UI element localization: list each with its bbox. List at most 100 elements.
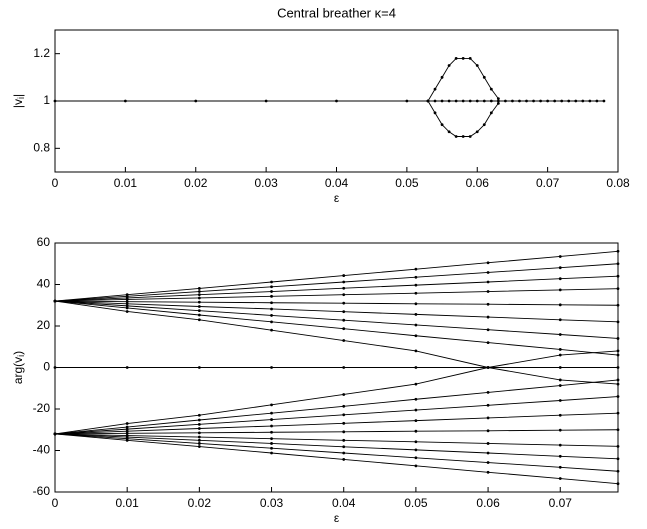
data-point bbox=[461, 57, 465, 60]
data-point bbox=[454, 99, 458, 103]
data-point bbox=[616, 353, 620, 357]
data-point bbox=[270, 294, 273, 298]
data-point bbox=[414, 302, 418, 306]
data-point bbox=[486, 261, 490, 265]
data-point bbox=[125, 366, 129, 369]
data-point bbox=[270, 314, 273, 317]
data-point bbox=[532, 99, 535, 103]
data-point bbox=[602, 99, 606, 103]
data-point bbox=[486, 416, 490, 420]
data-point bbox=[342, 438, 346, 442]
data-point bbox=[342, 339, 346, 342]
data-point bbox=[486, 366, 490, 369]
data-point bbox=[433, 99, 437, 103]
data-point bbox=[616, 262, 620, 266]
data-point bbox=[197, 309, 201, 313]
data-point bbox=[414, 456, 418, 460]
series-line bbox=[427, 57, 499, 102]
data-point bbox=[342, 301, 346, 305]
data-point bbox=[197, 413, 201, 417]
data-point bbox=[486, 315, 490, 319]
data-point bbox=[342, 404, 346, 408]
data-point bbox=[270, 301, 273, 305]
data-point bbox=[558, 366, 562, 369]
data-point bbox=[440, 123, 444, 127]
data-point bbox=[197, 287, 201, 290]
data-point bbox=[270, 411, 273, 415]
x-tick-label: 0.08 bbox=[606, 176, 630, 190]
data-point bbox=[496, 97, 500, 101]
data-point bbox=[616, 320, 620, 324]
data-point bbox=[496, 99, 500, 103]
data-point bbox=[558, 477, 562, 480]
data-point bbox=[558, 288, 562, 292]
data-point bbox=[125, 306, 129, 310]
data-point bbox=[342, 445, 346, 449]
data-point bbox=[414, 440, 418, 444]
series-line bbox=[54, 396, 619, 435]
data-point bbox=[342, 430, 346, 434]
data-point bbox=[125, 310, 129, 313]
data-point bbox=[197, 438, 201, 442]
y-tick-label: 20 bbox=[37, 318, 51, 332]
y-label-base: arg(v bbox=[11, 357, 25, 384]
data-point bbox=[558, 348, 562, 351]
data-point bbox=[197, 313, 201, 317]
data-point bbox=[342, 280, 346, 284]
data-point bbox=[270, 403, 273, 407]
data-point bbox=[482, 99, 486, 103]
data-point bbox=[270, 366, 273, 369]
data-point bbox=[558, 353, 562, 357]
data-point bbox=[616, 411, 620, 415]
data-point bbox=[414, 419, 418, 423]
data-point bbox=[440, 75, 444, 79]
x-tick-label: 0.07 bbox=[536, 176, 560, 190]
data-point bbox=[567, 99, 571, 103]
data-point bbox=[197, 427, 201, 430]
series-line bbox=[54, 433, 619, 447]
data-point bbox=[414, 334, 418, 338]
data-point bbox=[125, 427, 129, 431]
data-point bbox=[197, 366, 201, 369]
data-point bbox=[558, 384, 562, 387]
data-point bbox=[511, 99, 514, 103]
data-point bbox=[616, 349, 620, 353]
data-point bbox=[270, 290, 273, 293]
data-point bbox=[414, 291, 418, 295]
data-point bbox=[558, 443, 562, 447]
data-point bbox=[486, 442, 490, 445]
data-point bbox=[475, 99, 479, 103]
data-point bbox=[588, 99, 592, 103]
data-point bbox=[426, 99, 430, 103]
data-point bbox=[616, 482, 620, 486]
data-point bbox=[125, 422, 129, 425]
y-tick-label: 60 bbox=[37, 235, 51, 249]
data-point bbox=[433, 87, 437, 91]
data-point bbox=[53, 99, 57, 103]
data-point bbox=[486, 429, 490, 433]
data-point bbox=[197, 442, 201, 445]
data-point bbox=[486, 280, 490, 284]
series-line bbox=[54, 433, 619, 472]
data-point bbox=[270, 446, 273, 450]
data-point bbox=[414, 267, 418, 271]
data-point bbox=[123, 99, 127, 103]
x-tick-label: 0.04 bbox=[332, 496, 356, 510]
data-point bbox=[558, 318, 562, 322]
y-label-sub: i bbox=[16, 355, 26, 357]
data-point bbox=[616, 457, 620, 461]
data-point bbox=[270, 320, 273, 324]
y-label-base: |v bbox=[11, 99, 25, 108]
x-axis-label: ε bbox=[334, 191, 340, 205]
data-point bbox=[461, 99, 465, 103]
data-point bbox=[616, 303, 620, 307]
data-point bbox=[616, 249, 620, 253]
series-line bbox=[54, 300, 619, 356]
data-point bbox=[125, 300, 129, 304]
data-point bbox=[461, 135, 465, 138]
data-point bbox=[454, 135, 458, 138]
data-point bbox=[558, 413, 562, 417]
data-point bbox=[197, 290, 201, 293]
data-point bbox=[342, 366, 346, 369]
